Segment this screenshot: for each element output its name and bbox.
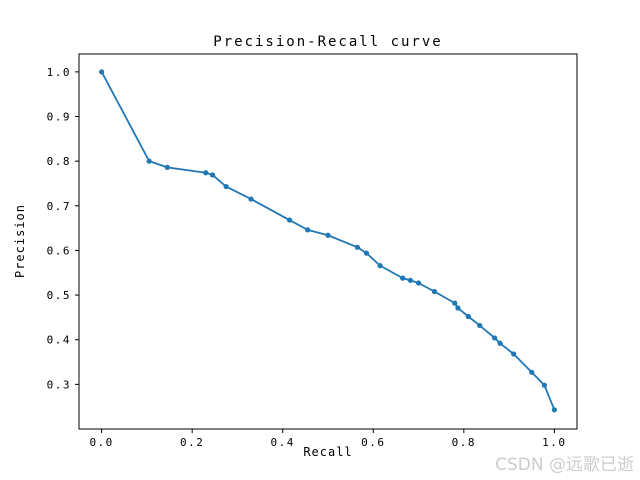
y-tick-label: 0.9 <box>47 111 71 124</box>
pr-curve-point <box>248 196 254 202</box>
watermark-text: CSDN @远歌已逝 <box>495 455 634 475</box>
chart-title: Precision-Recall curve <box>213 34 443 50</box>
pr-curve-point <box>529 369 535 375</box>
pr-curve-point <box>452 300 458 306</box>
x-axis-label: Recall <box>303 445 353 459</box>
plot-spines <box>78 53 578 430</box>
pr-curve-point <box>354 244 361 250</box>
pr-curve-point <box>492 335 498 341</box>
x-tick-label: 0.8 <box>452 436 476 449</box>
pr-curve-point <box>209 172 216 178</box>
x-tick-label: 0.4 <box>271 436 295 449</box>
y-tick-label: 0.3 <box>47 378 71 391</box>
pr-curve-point <box>477 322 483 329</box>
pr-curve-point <box>455 305 461 311</box>
pr-curve-point <box>400 275 406 281</box>
pr-curve-line <box>100 70 556 411</box>
pr-curve-point <box>203 170 209 176</box>
x-tick-label: 0.6 <box>361 436 385 449</box>
pr-curve-point <box>465 313 471 320</box>
y-tick-label: 0.4 <box>47 334 71 347</box>
pr-curve-point <box>407 277 413 283</box>
x-tick-label: 0.2 <box>180 436 204 449</box>
pr-curve-point <box>223 183 229 190</box>
pr-curve-point <box>146 158 152 164</box>
pr-curve-point <box>99 69 105 75</box>
y-tick-label: 0.7 <box>47 200 71 213</box>
pr-curve-point <box>286 217 293 223</box>
pr-curve-point <box>415 280 422 286</box>
y-tick-label: 0.6 <box>47 244 71 257</box>
y-axis-label: Precision <box>13 203 27 279</box>
pr-curve-point <box>325 232 331 238</box>
x-tick-label: 0.0 <box>89 436 113 449</box>
pr-curve-point <box>497 340 503 346</box>
y-tick-label: 0.8 <box>47 155 71 168</box>
pr-curve-point <box>305 227 311 233</box>
x-tick-label: 1.0 <box>542 436 566 449</box>
pr-curve-point <box>431 288 437 295</box>
pr-curve-point <box>377 263 383 269</box>
pr-curve-point <box>541 382 548 388</box>
pr-curve-point <box>551 407 557 413</box>
y-tick-label: 0.5 <box>47 289 71 302</box>
pr-curve-point <box>511 351 517 357</box>
pr-curve-point <box>164 164 170 170</box>
y-tick-label: 1.0 <box>47 66 71 79</box>
pr-curve-point <box>363 250 370 256</box>
